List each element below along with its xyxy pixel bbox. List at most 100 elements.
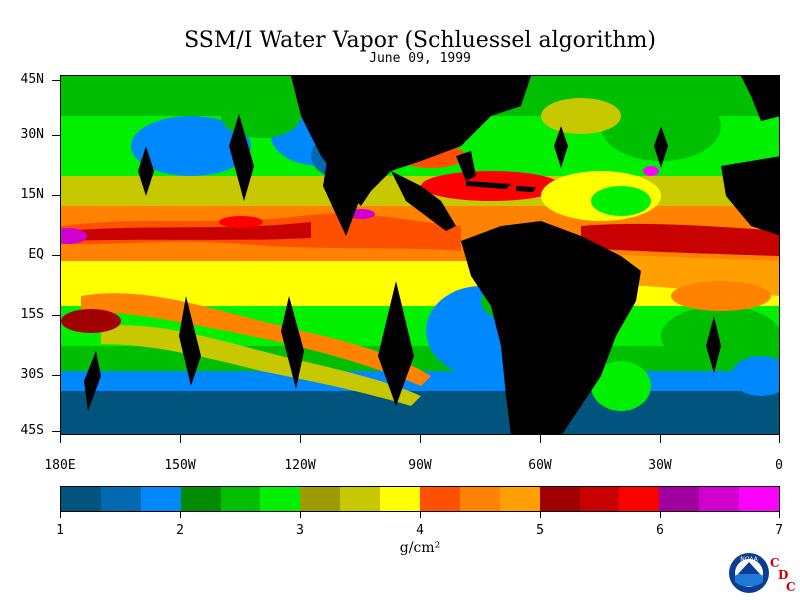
colorbar-swatch-5 — [220, 487, 261, 511]
colorbar-label-2: 2 — [176, 523, 184, 538]
swath-gap-3 — [323, 136, 361, 236]
colorbar-swatch-12 — [499, 487, 540, 511]
water-vapor-map — [60, 75, 780, 435]
colorbar-tick-6 — [660, 512, 661, 518]
lon-label-180e: 180E — [44, 458, 76, 473]
lat-label-45n: 45N — [20, 72, 44, 87]
lat-label-30s: 30S — [20, 367, 44, 382]
north-america — [291, 76, 531, 206]
swath-gap-5 — [654, 126, 668, 168]
map-date: June 09, 1999 — [369, 51, 471, 66]
lon-tick-120w — [300, 435, 301, 443]
lon-tick-30w — [660, 435, 661, 443]
colorbar-label-5: 5 — [536, 523, 544, 538]
lat-label-30n: 30N — [20, 127, 44, 142]
lat-tick-30n — [52, 135, 60, 136]
lat-label-eq: EQ — [28, 247, 44, 262]
colorbar-label-1: 1 — [56, 523, 64, 538]
swath-gap-8 — [378, 281, 414, 406]
colorbar-swatch-2 — [100, 487, 141, 511]
colorbar-swatch-6 — [260, 487, 301, 511]
colorbar-label-6: 6 — [656, 523, 664, 538]
lat-label-15s: 15S — [20, 307, 44, 322]
colorbar-swatch-3 — [140, 487, 181, 511]
cdc-letter-c2: C — [786, 580, 796, 594]
africa-west — [721, 156, 779, 236]
lat-label-15n: 15N — [20, 187, 44, 202]
europe-corner — [741, 76, 779, 121]
north-atlantic-olive — [541, 98, 621, 134]
florida — [456, 151, 476, 181]
colorbar-tick-2 — [180, 512, 181, 518]
colorbar-label-3: 3 — [296, 523, 304, 538]
itcz-atlantic — [581, 223, 779, 256]
lon-label-150w: 150W — [164, 458, 196, 473]
noaa-logo: NOAA — [728, 552, 770, 594]
lon-tick-180e — [60, 435, 61, 443]
colorbar-swatch-4 — [180, 487, 221, 511]
colorbar-label-4: 4 — [416, 523, 424, 538]
swath-gap-9 — [84, 351, 101, 411]
colorbar-swatch-8 — [340, 487, 381, 511]
lat-label-45s: 45S — [20, 423, 44, 438]
north-pacific-dry-1 — [131, 116, 251, 176]
colorbar-swatch-18 — [739, 487, 780, 511]
colorbar-tick-1 — [60, 512, 61, 518]
itcz-peak-central — [219, 216, 263, 228]
colorbar-swatch-14 — [579, 487, 620, 511]
south-deep-band — [61, 391, 779, 434]
swath-gap-10 — [706, 316, 721, 373]
swath-gap-7 — [281, 296, 304, 389]
lon-tick-150w — [180, 435, 181, 443]
colorbar-swatch-17 — [699, 487, 740, 511]
colorbar-tick-5 — [540, 512, 541, 518]
south-pacific-red — [61, 309, 121, 333]
south-atlantic-green — [661, 306, 779, 366]
colorbar-tick-3 — [300, 512, 301, 518]
lon-tick-90w — [420, 435, 421, 443]
colorbar-swatch-16 — [659, 487, 700, 511]
atlantic-gyre — [591, 186, 651, 216]
cuba — [466, 181, 511, 189]
colorbar-unit: g/cm² — [399, 540, 441, 556]
lat-tick-eq — [52, 255, 60, 256]
cdc-letter-d: D — [778, 568, 789, 582]
noaa-logo-text: NOAA — [740, 556, 758, 563]
colorbar-swatch-13 — [539, 487, 580, 511]
lon-tick-60w — [540, 435, 541, 443]
colorbar-tick-4 — [420, 512, 421, 518]
lon-label-30w: 30W — [648, 458, 672, 473]
swath-gap-4 — [554, 126, 568, 168]
hispaniola — [516, 186, 536, 192]
lon-label-60w: 60W — [528, 458, 552, 473]
bermuda-peak — [643, 166, 659, 176]
lon-tick-0 — [779, 435, 780, 443]
colorbar-swatch-1 — [61, 487, 101, 511]
lon-label-90w: 90W — [408, 458, 432, 473]
cdc-letter-c1: C — [770, 556, 780, 570]
colorbar-swatch-9 — [380, 487, 421, 511]
colorbar-tick-7 — [779, 512, 780, 518]
colorbar-label-7: 7 — [775, 523, 783, 538]
colorbar-swatch-7 — [300, 487, 341, 511]
swath-gap-1 — [138, 146, 154, 196]
itcz-peak-west — [61, 228, 87, 244]
south-america — [461, 221, 641, 434]
lat-tick-15n — [52, 195, 60, 196]
north-pacific-dry-4 — [221, 94, 301, 138]
spcz-yellow — [101, 325, 421, 406]
map-title: SSM/I Water Vapor (Schluessel algorithm) — [184, 28, 656, 53]
lon-label-0: 0 — [775, 458, 783, 473]
colorbar-swatch-11 — [459, 487, 500, 511]
swath-gap-6 — [179, 296, 201, 386]
south-atlantic-blue — [731, 356, 779, 396]
lat-tick-45n — [52, 80, 60, 81]
colorbar — [60, 486, 780, 512]
lat-tick-15s — [52, 315, 60, 316]
south-atlantic-orange — [671, 281, 771, 311]
spcz-band — [81, 293, 431, 386]
lat-tick-30s — [52, 375, 60, 376]
lat-tick-45s — [52, 431, 60, 432]
central-america — [391, 171, 456, 231]
swath-gap-2 — [229, 114, 254, 201]
